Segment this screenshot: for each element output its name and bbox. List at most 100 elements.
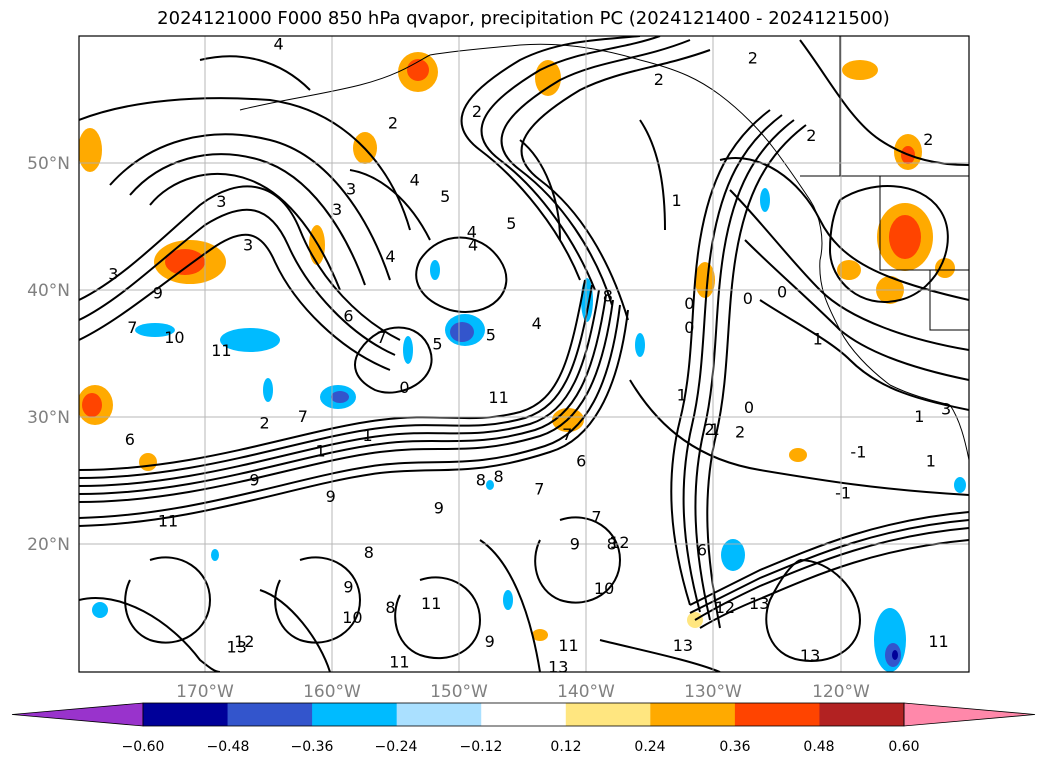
cb-tick-label: −0.12: [460, 739, 503, 755]
contour-label: 10: [342, 608, 362, 627]
contour-label: 2: [388, 113, 398, 132]
contour-label: 4: [385, 247, 395, 266]
contour-label: 0: [684, 294, 694, 313]
contour-label: -1: [850, 443, 866, 462]
contour-label: 8: [385, 598, 395, 617]
contour-label: 11: [158, 511, 178, 530]
colorbar-bin: [312, 703, 398, 726]
cb-tick-label: 0.48: [803, 739, 834, 755]
lon-label-170w: 170°W: [176, 682, 234, 702]
contour-label: 6: [125, 430, 135, 449]
contour-label: 11: [211, 341, 231, 360]
lon-label-140w: 140°W: [557, 682, 615, 702]
contour-label: 1: [316, 441, 326, 460]
contour-label: 6: [576, 452, 586, 471]
colorbar-bin: [819, 703, 905, 726]
contour-label: 4: [274, 34, 284, 53]
contour-label: 3: [332, 200, 342, 219]
contour-label: 11: [488, 388, 508, 407]
lon-label-130w: 130°W: [684, 682, 742, 702]
contour-label: 6: [343, 307, 353, 326]
contour-label: 9: [326, 487, 336, 506]
colorbar-outline: [142, 702, 905, 727]
contour-label: 0: [744, 398, 754, 417]
contour-label: 1: [926, 452, 936, 471]
contour-label: 2: [806, 126, 816, 145]
contour-label: 1: [363, 426, 373, 445]
longitude-labels: 170°W 160°W 150°W 140°W 130°W 120°W: [176, 682, 870, 702]
contour-label: 8: [364, 543, 374, 562]
colorbar-bin: [227, 703, 313, 726]
cb-tick-label: −0.48: [207, 739, 250, 755]
lat-label-40n: 40°N: [27, 281, 70, 301]
contour-label: -1: [835, 483, 851, 502]
lon-label-120w: 120°W: [812, 682, 870, 702]
contour-label: 9: [485, 632, 495, 651]
contour-label: 5: [432, 335, 442, 354]
contour-label: 12: [715, 598, 735, 617]
cb-tick-label: −0.36: [291, 739, 334, 755]
map-frame: [78, 35, 970, 673]
contour-label: 10: [164, 328, 184, 347]
map-title: 2024121000 F000 850 hPa qvapor, precipit…: [157, 8, 890, 29]
colorbar-bin: [481, 703, 567, 726]
colorbar-bin: [650, 703, 736, 726]
contour-label: 9: [343, 578, 353, 597]
contour-label: 7: [298, 407, 308, 426]
cb-tick-label: −0.60: [122, 739, 165, 755]
lat-label-20n: 20°N: [27, 535, 70, 555]
contour-label: 2: [654, 70, 664, 89]
cb-tick-label: −0.24: [375, 739, 418, 755]
colorbar-bin: [734, 703, 820, 726]
contour-label: 6: [697, 541, 707, 560]
contour-label: 11: [558, 636, 578, 655]
contour-label: 0: [399, 378, 409, 397]
contour-label: 13: [749, 594, 769, 613]
contour-label: 9: [570, 534, 580, 553]
contour-label: 13: [548, 658, 568, 677]
contour-label: 2: [260, 414, 270, 433]
colorbar: [11, 702, 1036, 727]
contour-label: 1: [914, 407, 924, 426]
contour-label: 1: [677, 386, 687, 405]
contour-label: 3: [108, 265, 118, 284]
contour-label: 7: [377, 328, 387, 347]
contour-label: 12: [609, 533, 629, 552]
contour-label: 7: [591, 508, 601, 527]
colorbar-bin: [396, 703, 482, 726]
contour-label: 5: [506, 214, 516, 233]
lat-label-50n: 50°N: [27, 154, 70, 174]
contour-label: 2: [748, 48, 758, 67]
contour-label: 8: [607, 534, 617, 553]
contour-label: 8: [476, 471, 486, 490]
contour-label: 4: [532, 314, 542, 333]
contour-label: 11: [928, 632, 948, 651]
contour-label: 5: [486, 326, 496, 345]
cb-tick-label: 0.24: [634, 739, 665, 755]
contour-label: 10: [594, 579, 614, 598]
contour-label: 12: [234, 632, 254, 651]
contour-label: 13: [800, 646, 820, 665]
contour-label: 7: [127, 318, 137, 337]
latitude-labels: 50°N 40°N 30°N 20°N: [27, 154, 70, 555]
contour-label: 13: [227, 637, 247, 656]
cb-tick-label: 0.60: [888, 739, 919, 755]
contour-label: 7: [534, 480, 544, 499]
contour-lines: [79, 36, 969, 672]
contour-label: 3: [243, 235, 253, 254]
contour-label: 8: [603, 286, 613, 305]
colorbar-bin: [143, 703, 229, 726]
contour-label: 1: [710, 420, 720, 439]
contour-label: 2: [923, 130, 933, 149]
contour-label: 4: [467, 223, 477, 242]
coastlines: [239, 36, 969, 461]
contour-label: 7: [562, 425, 572, 444]
colorbar-bin: [565, 703, 651, 726]
contour-label: 2: [705, 420, 715, 439]
contour-label: 0: [777, 282, 787, 301]
contour-label: 0: [684, 318, 694, 337]
cb-tick-label: 0.12: [550, 739, 581, 755]
contour-label: 11: [421, 594, 441, 613]
